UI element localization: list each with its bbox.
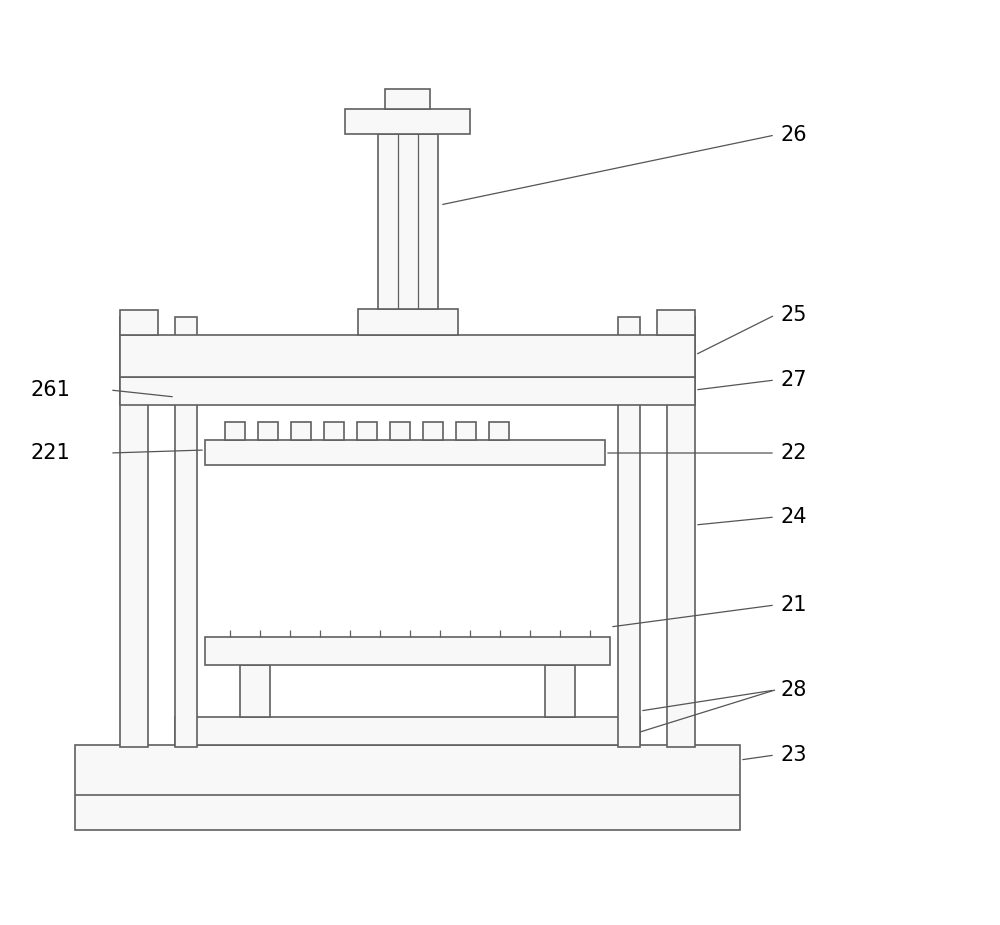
Text: 26: 26 (780, 125, 807, 145)
Text: 27: 27 (780, 370, 806, 390)
Text: 24: 24 (780, 507, 806, 527)
Bar (120, 335, 695, 377)
Bar (385, 89, 430, 109)
Bar (120, 377, 695, 405)
Text: 28: 28 (780, 680, 806, 700)
Text: 22: 22 (780, 443, 806, 463)
Bar (225, 422, 245, 440)
Bar (423, 422, 443, 440)
Bar (291, 422, 311, 440)
Bar (240, 665, 270, 717)
Bar (390, 422, 410, 440)
Bar (357, 422, 377, 440)
Bar (456, 422, 476, 440)
Text: 23: 23 (780, 745, 806, 765)
Bar (175, 317, 197, 747)
Text: 21: 21 (780, 595, 806, 615)
Bar (75, 745, 740, 830)
Bar (345, 109, 470, 134)
Bar (545, 665, 575, 717)
Bar (205, 637, 610, 665)
Bar (378, 134, 438, 309)
Bar (657, 310, 695, 335)
Text: 261: 261 (30, 380, 70, 400)
Bar (175, 717, 640, 745)
Bar (205, 440, 605, 465)
Bar (120, 310, 158, 335)
Text: 25: 25 (780, 305, 806, 325)
Bar (258, 422, 278, 440)
Text: 221: 221 (30, 443, 70, 463)
Bar (618, 317, 640, 747)
Bar (324, 422, 344, 440)
Bar (667, 317, 695, 747)
Bar (120, 317, 148, 747)
Bar (489, 422, 509, 440)
Bar (358, 309, 458, 335)
